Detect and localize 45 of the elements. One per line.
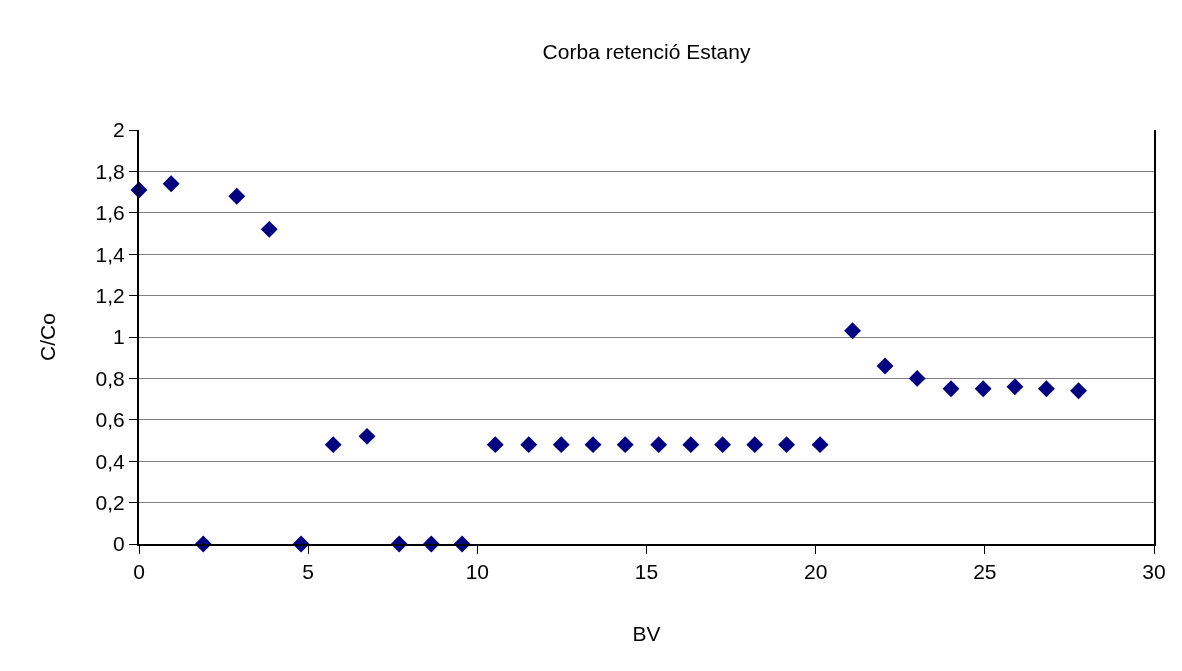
point: [358, 427, 376, 445]
point: [486, 436, 504, 454]
point: [908, 369, 926, 387]
point: [811, 436, 829, 454]
point: [1006, 378, 1024, 396]
y-tick-label: 0,2: [95, 490, 125, 514]
x-tick-label: 0: [133, 560, 145, 584]
chart-title: Corba retenció Estany: [542, 40, 751, 64]
point: [162, 175, 180, 193]
x-tick-label: 15: [634, 560, 659, 584]
x-tick-label: 10: [465, 560, 490, 584]
point: [876, 357, 894, 375]
x-axis-title: BV: [632, 621, 661, 645]
point: [616, 436, 634, 454]
point: [746, 436, 764, 454]
x-tick-label: 20: [803, 560, 828, 584]
point: [974, 380, 992, 398]
point: [942, 380, 960, 398]
y-tick-label: 1,2: [95, 283, 125, 307]
y-tick-label: 1: [113, 325, 125, 349]
point: [552, 436, 570, 454]
point: [1070, 382, 1087, 400]
point: [520, 436, 538, 454]
point: [714, 436, 732, 454]
point: [260, 220, 278, 238]
point: [324, 436, 342, 454]
point: [650, 436, 668, 454]
point: [228, 187, 246, 205]
x-tick-label: 30: [1142, 560, 1166, 584]
point: [584, 436, 602, 454]
y-tick-label: 1,8: [95, 159, 125, 183]
y-tick-label: 0,6: [95, 408, 125, 432]
point: [778, 436, 796, 454]
point: [1037, 380, 1055, 398]
y-tick-label: 1,4: [95, 242, 126, 266]
x-tick-label: 25: [973, 560, 997, 584]
y-tick-label: 2: [113, 118, 125, 142]
point: [844, 322, 861, 340]
y-tick-label: 0: [113, 532, 125, 556]
y-tick-label: 0,8: [95, 366, 125, 390]
y-axis-title: C/Co: [36, 313, 60, 361]
x-tick-label: 5: [302, 560, 315, 584]
y-tick-label: 1,6: [95, 201, 125, 225]
y-tick-label: 0,4: [95, 449, 126, 473]
point: [682, 436, 700, 454]
